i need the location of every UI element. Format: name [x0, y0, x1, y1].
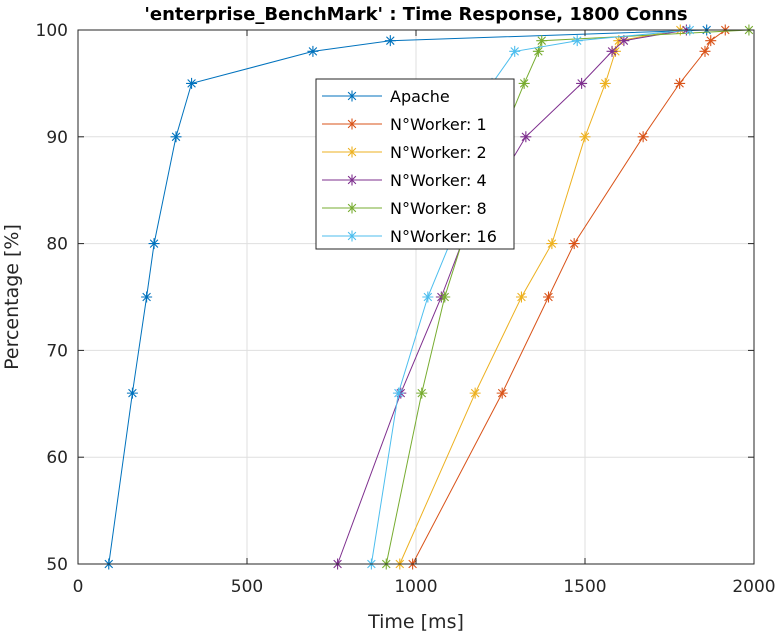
data-point — [520, 131, 532, 143]
data-point — [307, 45, 319, 57]
data-point — [705, 35, 717, 47]
legend-entry: N°Worker: 4 — [322, 171, 487, 190]
data-point — [141, 291, 153, 303]
y-tick-label: 80 — [46, 235, 68, 255]
x-axis-label: Time [ms] — [367, 611, 464, 633]
data-point — [618, 35, 630, 47]
data-point — [568, 238, 580, 250]
legend-label: N°Worker: 1 — [390, 115, 487, 134]
data-point — [576, 77, 588, 89]
data-point — [186, 77, 198, 89]
y-tick-label: 50 — [46, 555, 68, 575]
data-point — [392, 387, 404, 399]
x-tick-label: 500 — [231, 577, 263, 597]
data-point — [699, 45, 711, 57]
legend-label: N°Worker: 8 — [390, 199, 487, 218]
data-point — [546, 238, 558, 250]
y-tick-label: 70 — [46, 341, 68, 361]
legend-marker — [346, 230, 358, 242]
legend-marker — [346, 90, 358, 102]
data-point — [637, 131, 649, 143]
data-point — [384, 35, 396, 47]
data-point — [416, 387, 428, 399]
legend-entry: N°Worker: 1 — [322, 115, 487, 134]
data-point — [170, 131, 182, 143]
legend-entry: N°Worker: 2 — [322, 143, 487, 162]
legend-marker — [346, 202, 358, 214]
legend-marker — [346, 146, 358, 158]
legend-label: N°Worker: 16 — [390, 227, 497, 246]
data-point — [422, 291, 434, 303]
data-point — [606, 45, 618, 57]
y-tick-label: 60 — [46, 448, 68, 468]
y-axis-label: Percentage [%] — [1, 224, 23, 370]
data-point — [536, 35, 548, 47]
legend-label: Apache — [390, 87, 450, 106]
data-point — [509, 45, 521, 57]
x-tick-label: 1500 — [563, 577, 606, 597]
x-tick-label: 1000 — [394, 577, 437, 597]
legend-entry: N°Worker: 16 — [322, 227, 497, 246]
legend-label: N°Worker: 4 — [390, 171, 487, 190]
y-tick-label: 90 — [46, 128, 68, 148]
x-tick-label: 0 — [73, 577, 84, 597]
data-point — [532, 45, 544, 57]
legend-marker — [346, 118, 358, 130]
data-point — [674, 77, 686, 89]
series-1 — [407, 24, 731, 570]
legend-box — [315, 78, 515, 250]
data-point — [571, 35, 583, 47]
x-tick-label: 2000 — [732, 577, 775, 597]
legend-entry: Apache — [322, 87, 450, 106]
data-point — [599, 77, 611, 89]
ticks: 0 500 1000 1500 2000 50 60 70 80 90 100 — [36, 21, 776, 597]
legend: Apache N°Worker: 1 N°Worker: 2 N°Worker: 4 N… — [315, 78, 515, 250]
data-point — [496, 387, 508, 399]
data-point — [439, 291, 451, 303]
data-point — [515, 291, 527, 303]
y-tick-label: 100 — [36, 21, 68, 41]
data-point — [469, 387, 481, 399]
data-point — [579, 131, 591, 143]
chart-title: 'enterprise_BenchMark' : Time Response, … — [144, 4, 687, 25]
legend-marker — [346, 174, 358, 186]
data-point — [542, 291, 554, 303]
data-point — [148, 238, 160, 250]
legend-label: N°Worker: 2 — [390, 143, 487, 162]
data-point — [126, 387, 138, 399]
data-point — [518, 77, 530, 89]
legend-entry: N°Worker: 8 — [322, 199, 487, 218]
